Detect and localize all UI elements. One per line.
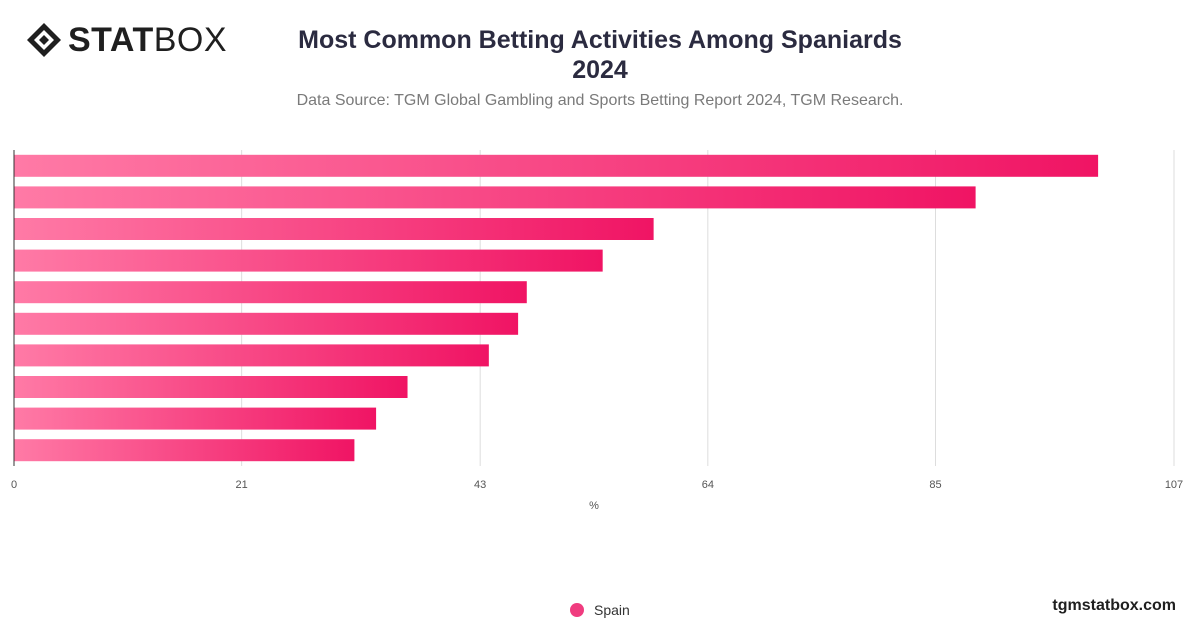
logo-text-bold: STAT (68, 21, 154, 59)
x-tick-label: 64 (702, 479, 714, 491)
bar[interactable] (14, 154, 1099, 177)
website-credit: tgmstatbox.com (1052, 597, 1176, 614)
bar[interactable] (14, 439, 355, 462)
legend[interactable]: Spain (570, 602, 630, 618)
legend-label-spain: Spain (594, 602, 630, 618)
bar[interactable] (14, 312, 519, 335)
chart-subtitle: Data Source: TGM Global Gambling and Spo… (296, 92, 904, 109)
x-tick-label: 0 (11, 479, 17, 491)
diamond-logo-icon (27, 23, 61, 57)
x-tick-label: 43 (474, 479, 486, 491)
chart-title-line1: Most Common Betting Activities Among Spa… (298, 26, 902, 54)
bar-chart: 0 21 43 64 85 107 % (11, 150, 1183, 512)
bar[interactable] (14, 249, 603, 272)
bar[interactable] (14, 344, 489, 367)
x-tick-label: 21 (236, 479, 248, 491)
bar[interactable] (14, 407, 377, 430)
x-tick-label: 107 (1165, 479, 1183, 491)
chart-title: Most Common Betting Activities Among Spa… (250, 25, 950, 85)
bar[interactable] (14, 376, 408, 398)
logo-text-light: BOX (153, 21, 228, 59)
statbox-logo: STATBOX (26, 22, 227, 58)
bar[interactable] (14, 186, 976, 209)
chart-title-line2: 2024 (572, 56, 628, 84)
x-axis-label: % (589, 500, 599, 512)
bar[interactable] (14, 218, 654, 240)
legend-marker-spain (570, 603, 584, 617)
bar[interactable] (14, 281, 527, 304)
logo-wordmark: STATBOX (68, 22, 227, 58)
x-tick-label: 85 (929, 479, 941, 491)
